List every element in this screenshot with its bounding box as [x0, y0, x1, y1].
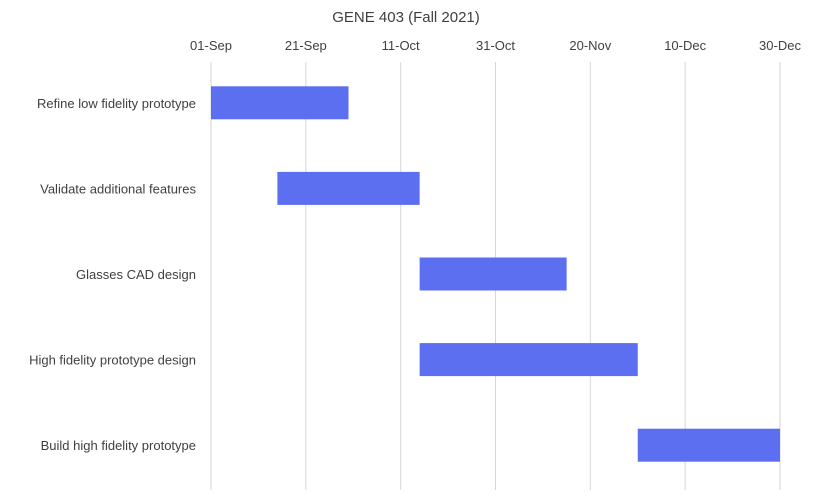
task-label: Refine low fidelity prototype	[37, 96, 196, 111]
chart-title: GENE 403 (Fall 2021)	[332, 9, 480, 26]
x-tick-label: 10-Dec	[664, 38, 706, 53]
task-bar	[637, 428, 780, 462]
gridlines	[210, 62, 781, 490]
x-tick-label: 01-Sep	[190, 38, 232, 53]
task-bar	[277, 171, 420, 205]
x-tick-label: 21-Sep	[285, 38, 327, 53]
task-label: Glasses CAD design	[76, 267, 196, 282]
x-tick-label: 30-Dec	[759, 38, 801, 53]
task-label: Build high fidelity prototype	[41, 438, 196, 453]
task-labels: Refine low fidelity prototype Validate ad…	[29, 96, 196, 453]
task-label: Validate additional features	[40, 181, 196, 196]
x-tick-labels: 01-Sep 21-Sep 11-Oct 31-Oct 20-Nov 10-Dec 30-D…	[190, 38, 801, 53]
x-tick-label: 20-Nov	[569, 38, 611, 53]
task-bars	[211, 86, 780, 462]
x-tick-label: 11-Oct	[382, 38, 420, 53]
task-bar	[419, 343, 638, 377]
x-tick-label: 31-Oct	[476, 38, 515, 53]
task-label: High fidelity prototype design	[29, 353, 196, 368]
task-bar	[211, 86, 349, 120]
task-bar	[419, 257, 567, 291]
